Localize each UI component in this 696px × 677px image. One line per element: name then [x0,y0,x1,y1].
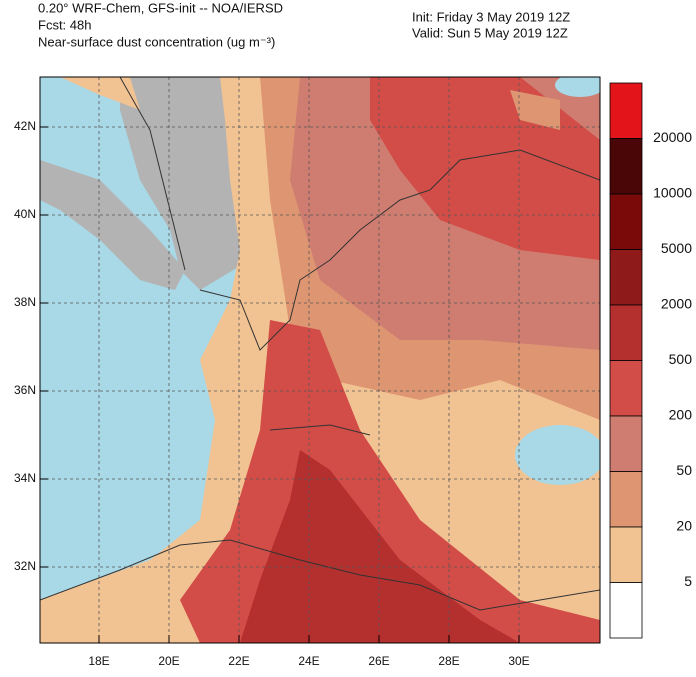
dust-plume-core [240,450,520,643]
colorbar-label: 20000 [653,129,692,145]
lon-label: 20E [158,654,179,668]
coastlines [40,77,600,611]
colorbar-label: 500 [669,351,693,367]
colorbar-label: 200 [669,407,693,423]
lat-label: 38N [14,295,36,309]
colorbar-box [609,193,643,250]
lon-label: 22E [228,654,249,668]
colorbar-box [609,249,643,306]
colorbar-box [609,138,643,195]
colorbar-label: 10000 [653,185,692,201]
colorbar-box [609,82,643,139]
colorbar-box [609,360,643,417]
lon-label: 24E [298,654,319,668]
valid-time: Valid: Sun 5 May 2019 12Z [412,25,568,40]
lon-label: 26E [368,654,389,668]
lon-label: 30E [508,654,529,668]
colorbar-label: 2000 [661,296,692,312]
lon-label: 18E [88,654,109,668]
lat-label: 36N [14,383,36,397]
colorbar-box [609,471,643,528]
variable-line: Near-surface dust concentration (ug m⁻³) [38,34,275,49]
lat-label: 40N [14,207,36,221]
init-time: Init: Friday 3 May 2019 12Z [412,9,570,24]
lat-label: 32N [14,559,36,573]
dust-adriatic [60,77,140,110]
forecast-line: Fcst: 48h [38,17,91,32]
dust-patch [510,90,560,130]
colorbar-box [609,415,643,472]
graticule: 42N 40N 38N 36N 34N 32N 18E 20E 22E 24E 26E 28E 30E [14,77,600,668]
colorbar: 20000 10000 5000 2000 500 200 50 20 5 [609,82,693,639]
land-italy [40,160,185,290]
colorbar-label: 5 [684,573,692,589]
lon-label: 28E [438,654,459,668]
colorbar-box [609,526,643,583]
colorbar-label: 5000 [661,240,692,256]
colorbar-box [609,304,643,361]
black-sea [555,77,600,97]
map-frame [39,76,601,644]
title-line: 0.20° WRF-Chem, GFS-init -- NOA/IERSD [38,0,283,15]
map-area [40,77,600,643]
colorbar-box [609,582,643,639]
colorbar-label: 20 [676,518,692,534]
lat-label: 34N [14,471,36,485]
sea-east [515,425,600,485]
colorbar-label: 50 [676,462,692,478]
lat-label: 42N [14,119,36,133]
